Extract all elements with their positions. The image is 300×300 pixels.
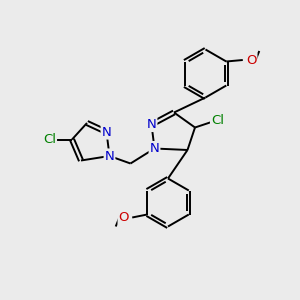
Text: O: O — [118, 211, 129, 224]
Text: Cl: Cl — [211, 113, 224, 127]
Text: Cl: Cl — [43, 133, 56, 146]
Text: N: N — [150, 142, 159, 155]
Text: O: O — [246, 53, 256, 67]
Text: N: N — [147, 118, 156, 131]
Text: N: N — [102, 125, 111, 139]
Text: N: N — [105, 149, 114, 163]
